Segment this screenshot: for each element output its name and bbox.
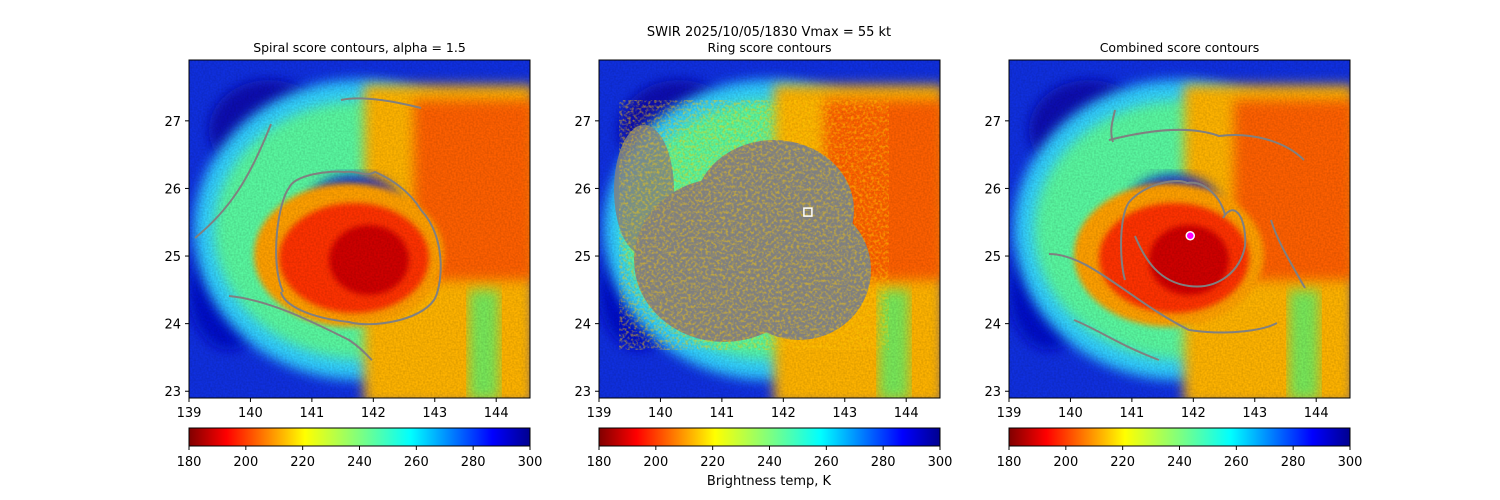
colorbar-gradient xyxy=(1008,427,1351,447)
colorbar-tick-label: 300 xyxy=(518,455,543,470)
x-tick-label: 144 xyxy=(1304,406,1329,421)
x-tick-label: 142 xyxy=(1181,406,1206,421)
colorbar-tick-label: 200 xyxy=(643,455,668,470)
axes-frame xyxy=(1008,59,1351,399)
y-tick-label: 27 xyxy=(164,115,181,130)
axes-frame xyxy=(598,59,941,399)
panel-3: Combined score contours 139 140 141 142 143 14… xyxy=(984,40,1351,421)
ring-contours xyxy=(614,100,889,350)
y-tick-label: 24 xyxy=(984,318,1001,333)
colorbar-tick-label: 200 xyxy=(1053,455,1078,470)
panel-2: Ring score contours 139 140 141 142 143 144 23 2… xyxy=(574,40,941,421)
colorbar-tick-label: 300 xyxy=(928,455,953,470)
image-texture xyxy=(1009,60,1350,398)
x-tick-label: 140 xyxy=(238,406,263,421)
x-tick-label: 139 xyxy=(997,406,1022,421)
x-tick-label: 141 xyxy=(299,406,324,421)
colorbar-tick-label: 220 xyxy=(290,455,315,470)
colorbar-tick-label: 220 xyxy=(1110,455,1135,470)
y-tick-label: 24 xyxy=(574,318,591,333)
colorbar-tick-label: 280 xyxy=(871,455,896,470)
colorbar-gradient xyxy=(598,427,941,447)
panel-title: Spiral score contours, alpha = 1.5 xyxy=(253,40,466,55)
x-tick-label: 144 xyxy=(484,406,509,421)
figure-suptitle: SWIR 2025/10/05/1830 Vmax = 55 kt xyxy=(647,25,891,40)
x-tick-label: 143 xyxy=(1242,406,1267,421)
colorbar-tick-label: 280 xyxy=(461,455,486,470)
brightness-image xyxy=(189,60,530,398)
panel-1: Spiral score contours, alpha = 1.5 139 140… xyxy=(164,40,531,421)
combined-contour xyxy=(1048,109,1306,361)
colorbar-tick-label: 240 xyxy=(347,455,372,470)
ring-texture xyxy=(619,100,889,350)
center-marker-circle xyxy=(1185,231,1196,241)
spiral-contour xyxy=(194,97,442,361)
brightness-image xyxy=(599,60,940,398)
x-tick-label: 139 xyxy=(587,406,612,421)
x-tick-label: 142 xyxy=(361,406,386,421)
brightness-image xyxy=(1009,60,1350,398)
x-tick-label: 143 xyxy=(422,406,447,421)
colorbar-tick-label: 280 xyxy=(1281,455,1306,470)
y-tick-label: 25 xyxy=(574,250,591,265)
panel-title: Combined score contours xyxy=(1100,40,1260,55)
colorbar-tick-label: 260 xyxy=(814,455,839,470)
y-tick-label: 27 xyxy=(984,115,1001,130)
colorbar-tick-label: 180 xyxy=(177,455,202,470)
x-tick-label: 144 xyxy=(894,406,919,421)
x-tick-label: 141 xyxy=(1119,406,1144,421)
colorbar-gradient xyxy=(188,427,531,447)
y-tick-label: 23 xyxy=(984,385,1001,400)
center-marker-square xyxy=(803,207,813,217)
y-tick-label: 23 xyxy=(574,385,591,400)
x-tick-label: 141 xyxy=(709,406,734,421)
y-tick-label: 26 xyxy=(984,182,1001,197)
x-tick-label: 140 xyxy=(648,406,673,421)
x-tick-label: 143 xyxy=(832,406,857,421)
y-tick-label: 26 xyxy=(574,182,591,197)
colorbar-tick-label: 220 xyxy=(700,455,725,470)
colorbar-2: 180 200 220 240 260 280 300 xyxy=(587,427,953,470)
x-tick-label: 139 xyxy=(177,406,202,421)
colorbar-1: 180 200 220 240 260 280 300 xyxy=(177,427,543,470)
colorbar-tick-label: 300 xyxy=(1338,455,1363,470)
y-tick-label: 27 xyxy=(574,115,591,130)
colorbar-tick-label: 260 xyxy=(1224,455,1249,470)
colorbar-label: Brightness temp, K xyxy=(707,474,832,489)
colorbar-tick-label: 180 xyxy=(587,455,612,470)
y-tick-label: 25 xyxy=(984,250,1001,265)
colorbar-tick-label: 180 xyxy=(997,455,1022,470)
colorbar-tick-label: 260 xyxy=(404,455,429,470)
colorbar-tick-label: 240 xyxy=(757,455,782,470)
image-texture xyxy=(189,60,530,398)
colorbar-tick-label: 240 xyxy=(1167,455,1192,470)
x-tick-label: 140 xyxy=(1058,406,1083,421)
colorbar-tick-label: 200 xyxy=(233,455,258,470)
y-tick-label: 26 xyxy=(164,182,181,197)
y-tick-label: 25 xyxy=(164,250,181,265)
x-tick-label: 142 xyxy=(771,406,796,421)
panel-title: Ring score contours xyxy=(707,40,831,55)
axes-frame xyxy=(188,59,531,399)
y-tick-label: 24 xyxy=(164,318,181,333)
y-tick-label: 23 xyxy=(164,385,181,400)
colorbar-3: 180 200 220 240 260 280 300 xyxy=(997,427,1363,470)
